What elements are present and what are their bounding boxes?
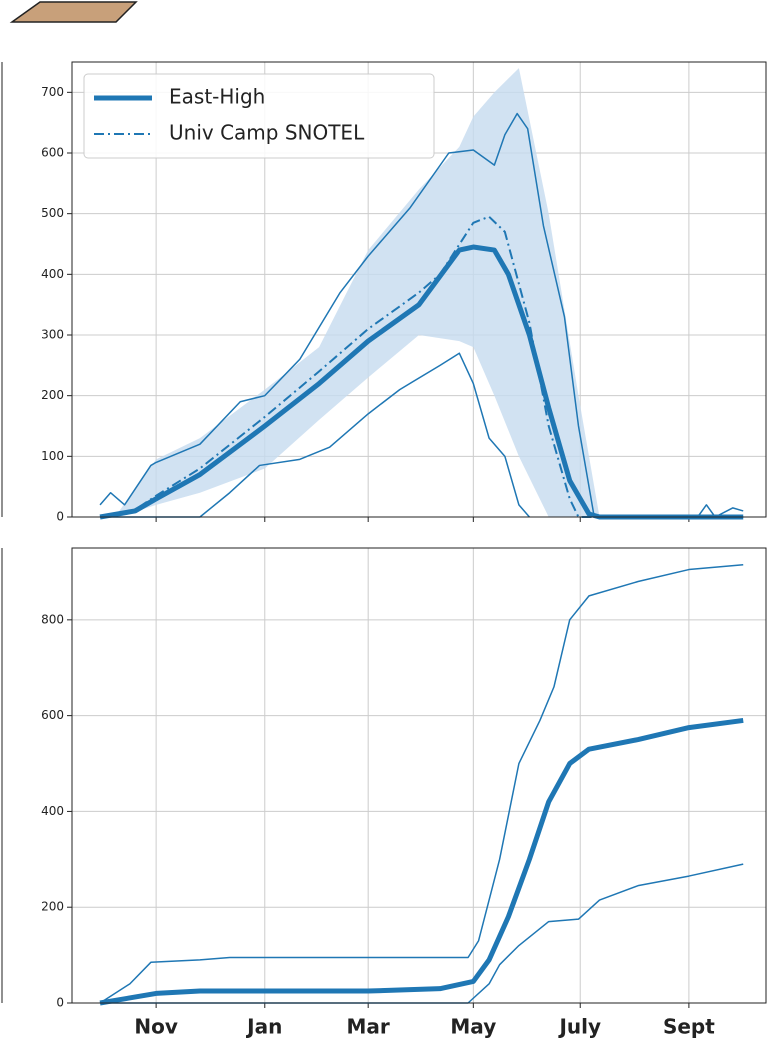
x-tick-label: July (557, 1015, 601, 1039)
y-tick-label: 600 (41, 146, 64, 160)
x-tick-label: Jan (245, 1015, 282, 1039)
x-tick-label: May (450, 1015, 496, 1039)
series-line (99, 717, 744, 1006)
y-tick-label: 200 (41, 900, 64, 914)
series-line (100, 863, 744, 1004)
plot-frame (71, 547, 767, 1004)
y-tick-label: 700 (41, 85, 64, 99)
y-tick-label: 0 (56, 510, 64, 524)
x-tick-label: Nov (134, 1015, 178, 1039)
y-tick-label: 500 (41, 206, 64, 220)
x-tick-label: Sept (663, 1015, 715, 1039)
y-tick-label: 300 (41, 328, 64, 342)
series-line (99, 564, 744, 1004)
y-tick-label: 400 (41, 804, 64, 818)
legend-label: East-High (169, 85, 265, 109)
y-tick-label: 600 (41, 708, 64, 722)
decoration (9, 1, 138, 23)
series-line (99, 215, 744, 518)
legend-label: Univ Camp SNOTEL (169, 121, 365, 145)
y-tick-label: 400 (41, 267, 64, 281)
legend-box (83, 73, 435, 159)
series-line (100, 352, 530, 518)
band (119, 68, 600, 518)
y-tick-label: 100 (41, 449, 64, 463)
plot-frame (71, 61, 767, 518)
y-tick-label: 0 (56, 996, 64, 1010)
x-tick-label: Mar (347, 1015, 390, 1039)
decoration (115, 1, 137, 23)
y-tick-label: 800 (41, 612, 64, 626)
series-line (99, 244, 744, 520)
y-tick-label: 200 (41, 388, 64, 402)
